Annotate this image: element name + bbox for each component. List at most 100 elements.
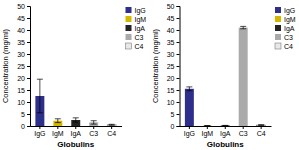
bar	[257, 125, 266, 126]
error-cap	[37, 79, 43, 80]
tick-mark	[177, 78, 180, 79]
error-cap	[91, 120, 97, 121]
legend: IgGIgMIgAC3C4	[275, 7, 296, 50]
y-tick: 10	[167, 99, 180, 106]
tick-mark	[27, 126, 30, 127]
tick-label: 10	[167, 99, 175, 106]
tick-mark	[27, 18, 30, 19]
error-bar	[222, 125, 228, 126]
legend-label: IgM	[284, 16, 296, 24]
tick-mark	[177, 18, 180, 19]
tick-label: 35	[167, 39, 175, 46]
chart-root: 05101520253035404550IgGIgMIgAC3C4Concent…	[0, 0, 299, 150]
tick-label: 0	[171, 123, 175, 130]
tick-mark	[93, 126, 94, 129]
bar	[221, 125, 230, 126]
legend-item: IgM	[275, 16, 296, 24]
tick-label: C4	[257, 130, 266, 137]
tick-label: 45	[17, 15, 25, 22]
tick-mark	[207, 126, 208, 129]
tick-label: IgG	[34, 130, 45, 138]
error-bar	[55, 119, 61, 123]
tick-mark	[177, 114, 180, 115]
bar	[203, 125, 212, 126]
y-axis-title: Concentration (mg/ml)	[1, 28, 10, 103]
legend-label: C3	[135, 34, 144, 41]
y-tick: 30	[17, 51, 30, 58]
y-tick: 50	[17, 3, 30, 10]
legend-item: C4	[275, 43, 293, 50]
error-line	[243, 26, 244, 28]
legend-item: IgM	[126, 16, 147, 24]
legend-swatch	[275, 43, 281, 49]
tick-mark	[27, 114, 30, 115]
error-cap	[204, 125, 210, 126]
x-axis: IgG IgM IgA C3 C4	[180, 126, 272, 138]
legend-swatch	[275, 25, 281, 31]
error-bar	[109, 124, 115, 126]
tick-mark	[27, 30, 30, 31]
error-cap	[240, 26, 246, 27]
tick-mark	[57, 126, 58, 129]
y-tick: 20	[17, 75, 30, 82]
x-axis: IgGIgMIgAC3C4	[31, 126, 123, 138]
tick-label: 20	[17, 75, 25, 82]
error-bar	[37, 79, 43, 113]
tick-mark	[27, 54, 30, 55]
x-tick: IgM	[201, 126, 213, 138]
y-tick: 10	[17, 99, 30, 106]
tick-mark	[111, 126, 112, 129]
tick-mark	[27, 78, 30, 79]
x-tick: IgA	[220, 126, 231, 138]
panel: 05101520253035404550IgGIgMIgAC3C4Concent…	[151, 3, 296, 149]
error-line	[57, 119, 58, 123]
tick-label: 20	[167, 75, 175, 82]
tick-mark	[243, 126, 244, 129]
tick-label: IgG	[184, 130, 195, 138]
error-bar	[91, 121, 97, 124]
tick-label: IgM	[201, 130, 213, 138]
marks	[35, 79, 116, 126]
legend-item: C4	[126, 43, 144, 50]
x-tick: IgG	[34, 126, 45, 138]
tick-label: 30	[167, 51, 175, 58]
error-cap	[222, 125, 228, 126]
x-tick: IgA	[70, 126, 81, 138]
x-tick: C3	[239, 126, 248, 137]
tick-label: 35	[17, 39, 25, 46]
legend-swatch	[275, 34, 281, 40]
error-cap	[186, 86, 192, 87]
legend-swatch	[126, 7, 132, 13]
y-tick: 25	[17, 63, 30, 70]
legend-item: C3	[126, 34, 144, 41]
bar	[107, 125, 116, 126]
tick-mark	[189, 126, 190, 129]
y-tick: 30	[167, 51, 180, 58]
plot-area: 05101520253035404550IgGIgMIgAC3C4	[17, 3, 122, 138]
error-cap	[73, 122, 79, 123]
error-cap	[109, 124, 115, 125]
tick-label: 5	[171, 111, 175, 118]
tick-mark	[27, 102, 30, 103]
tick-label: 25	[167, 63, 175, 70]
error-line	[93, 121, 94, 124]
tick-mark	[177, 102, 180, 103]
y-tick: 0	[21, 123, 30, 130]
y-tick: 0	[171, 123, 180, 130]
y-tick: 15	[167, 87, 180, 94]
y-tick: 40	[167, 27, 180, 34]
legend-label: C4	[135, 43, 144, 50]
y-axis: 05101520253035404550	[167, 3, 180, 130]
legend-item: IgA	[275, 25, 295, 33]
error-line	[189, 87, 190, 91]
error-bar	[240, 26, 246, 28]
tick-mark	[225, 126, 226, 129]
error-bar	[186, 87, 192, 91]
error-cap	[55, 122, 61, 123]
y-axis: 05101520253035404550	[17, 3, 30, 130]
tick-label: 50	[17, 3, 25, 10]
legend-swatch	[126, 25, 132, 31]
tick-label: 15	[17, 87, 25, 94]
tick-label: IgA	[70, 130, 81, 138]
axis-line	[177, 7, 181, 127]
